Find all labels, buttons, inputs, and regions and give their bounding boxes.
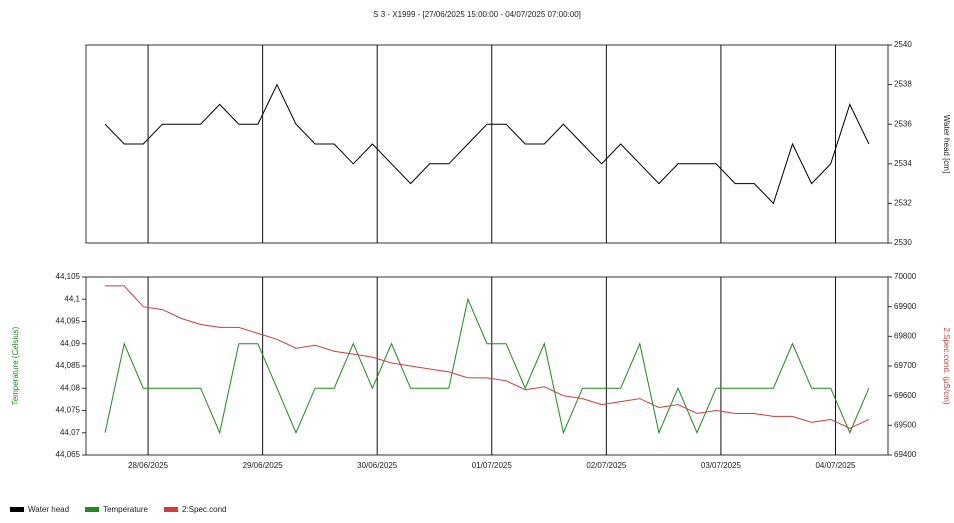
- plot-frame: [85, 276, 889, 456]
- x-tick-label: 04/07/2025: [815, 461, 856, 470]
- series-line: [104, 297, 870, 435]
- y-tick-label: 44,09: [60, 339, 81, 348]
- y-tick-label: 70000: [894, 272, 917, 281]
- x-tick-label: 29/06/2025: [243, 461, 284, 470]
- y-tick-label: 2538: [894, 80, 912, 89]
- x-tick-label: 03/07/2025: [701, 461, 742, 470]
- y-tick-label: 69600: [894, 391, 917, 400]
- y-tick-label: 44,065: [56, 450, 81, 459]
- axis-label: Temperature (Celsius): [11, 326, 20, 405]
- x-tick-label: 01/07/2025: [472, 461, 513, 470]
- axis-label: 2:Spec.cond. (µS/cm): [942, 327, 951, 404]
- legend-swatch: [85, 507, 100, 512]
- y-tick-label: 69700: [894, 361, 917, 370]
- y-tick-label: 44,07: [60, 428, 81, 437]
- x-tick-label: 02/07/2025: [586, 461, 627, 470]
- y-tick-label: 44,1: [64, 294, 80, 303]
- axis-label: Water head [cm]: [942, 115, 951, 173]
- legend-label: Water head: [28, 505, 69, 514]
- chart-title: S 3 - X1999 - [27/06/2025 15:00:00 - 04/…: [373, 10, 581, 19]
- y-tick-label: 44,085: [56, 361, 81, 370]
- y-tick-label: 2536: [894, 119, 912, 128]
- y-tick-label: 2534: [894, 159, 912, 168]
- legend-swatch: [163, 507, 178, 512]
- series-line: [104, 83, 870, 205]
- y-tick-label: 44,075: [56, 406, 81, 415]
- y-tick-label: 69500: [894, 420, 917, 429]
- legend-swatch: [10, 507, 24, 512]
- y-tick-label: 2540: [894, 40, 912, 49]
- y-tick-label: 69900: [894, 302, 917, 311]
- y-tick-label: 44,095: [56, 317, 81, 326]
- y-tick-label: 44,105: [56, 272, 81, 281]
- x-tick-label: 28/06/2025: [128, 461, 169, 470]
- y-tick-label: 44,08: [60, 383, 81, 392]
- y-tick-label: 2530: [894, 238, 912, 247]
- legend-label: 2:Spec.cond: [182, 505, 226, 514]
- y-tick-label: 69400: [894, 450, 917, 459]
- plot-frame: [85, 44, 889, 244]
- y-tick-label: 69800: [894, 331, 917, 340]
- y-tick-label: 2532: [894, 199, 912, 208]
- x-tick-label: 30/06/2025: [357, 461, 398, 470]
- legend-label: Temperature: [103, 505, 148, 514]
- series-line: [105, 285, 870, 429]
